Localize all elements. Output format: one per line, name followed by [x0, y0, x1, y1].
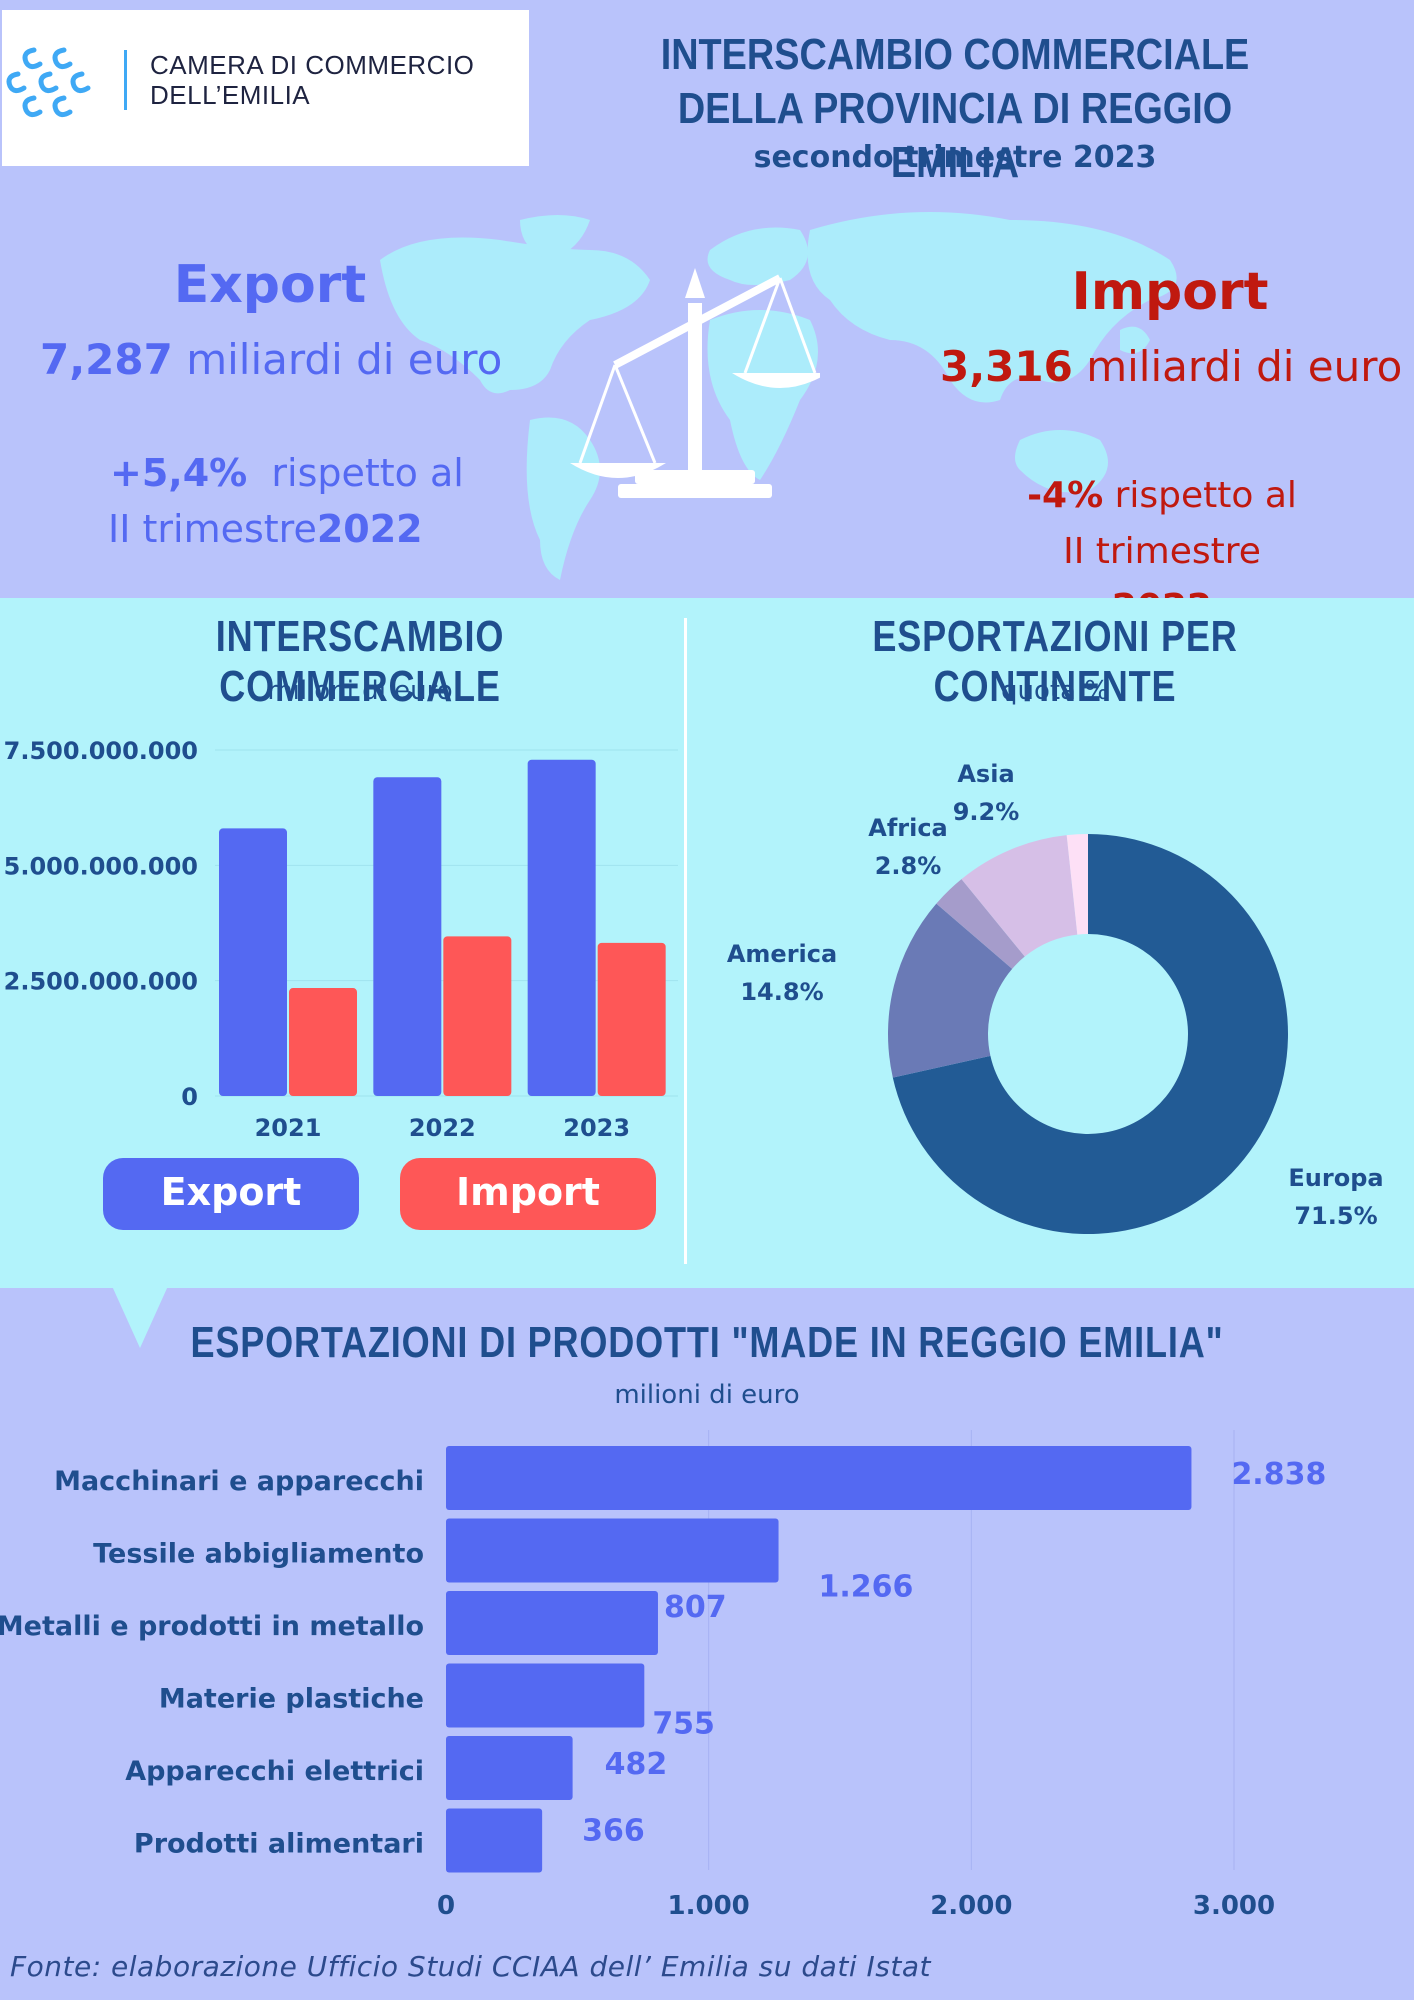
- donut-slice-asia: [961, 835, 1078, 957]
- x-tick-label: 2021: [255, 1114, 322, 1142]
- products-chart-title: ESPORTAZIONI DI PRODOTTI "MADE IN REGGIO…: [190, 1318, 1224, 1367]
- donut-label-africa: Africa: [868, 814, 948, 842]
- product-label: Apparecchi elettrici: [125, 1756, 424, 1787]
- donut-label-america: America: [727, 940, 837, 968]
- y-tick-label: 5.000.000.000: [4, 852, 198, 880]
- x-tick-label: 0: [437, 1891, 455, 1921]
- logo-divider: [124, 50, 127, 110]
- legend-export: Export: [103, 1158, 359, 1230]
- source-note: Fonte: elaborazione Ufficio Studi CCIAA …: [10, 1950, 931, 1983]
- import-value: 3,316: [940, 342, 1073, 391]
- balance-scale-icon: [570, 268, 820, 498]
- speech-pointer: [112, 1286, 168, 1348]
- export-change: +5,4% rispetto al II trimestre2022: [108, 445, 464, 557]
- bar-chart-subtitle: milioni di euro: [267, 676, 453, 706]
- x-tick-label: 2023: [563, 1114, 630, 1142]
- import-title: Import: [1071, 262, 1269, 322]
- export-period-year: 2022: [316, 507, 423, 551]
- bar-export-2022: [373, 777, 442, 1096]
- donut-value-africa: 2.8%: [875, 852, 942, 880]
- y-tick-label: 0: [181, 1083, 198, 1111]
- donut-slice-africa: [936, 879, 1025, 969]
- import-change-value: -4%: [1027, 475, 1104, 516]
- export-change-value: +5,4%: [110, 451, 248, 495]
- products-chart-subtitle: milioni di euro: [614, 1380, 800, 1410]
- donut-label-europa: Europa: [1288, 1164, 1383, 1192]
- product-label: Metalli e prodotti in metallo: [0, 1611, 424, 1642]
- product-bar: [446, 1808, 543, 1873]
- import-unit: miliardi di euro: [1086, 342, 1403, 391]
- export-value-line: 7,287 miliardi di euro: [40, 335, 502, 384]
- donut-slice-europa: [892, 834, 1288, 1234]
- donut-slice-america: [888, 903, 1013, 1078]
- world-map-icon: [380, 212, 1177, 580]
- bar-import-2023: [597, 942, 666, 1096]
- import-value-line: 3,316 miliardi di euro: [940, 342, 1402, 391]
- export-title: Export: [173, 255, 367, 315]
- import-period-text: II trimestre: [1063, 531, 1261, 572]
- product-label: Tessile abbigliamento: [93, 1539, 424, 1570]
- page-title-line-2: DELLA PROVINCIA DI REGGIO EMILIA: [677, 84, 1233, 187]
- export-period-text: II trimestre: [108, 507, 317, 551]
- logo-text: CAMERA DI COMMERCIO DELL’EMILIA: [150, 50, 474, 110]
- bar-export-2023: [527, 759, 596, 1096]
- donut-value-america: 14.8%: [740, 978, 823, 1006]
- x-tick-label: 3.000: [1193, 1891, 1275, 1921]
- product-bar: [446, 1518, 779, 1583]
- y-tick-label: 2.500.000.000: [4, 968, 198, 996]
- bar-export-2021: [219, 828, 287, 1096]
- import-change-text: rispetto al: [1114, 475, 1297, 516]
- page-subtitle: secondo trimestre 2023: [753, 140, 1157, 175]
- donut-chart-title: ESPORTAZIONI PER CONTINENTE: [872, 612, 1238, 711]
- product-bar: [446, 1446, 1192, 1510]
- export-change-text: rispetto al: [271, 451, 464, 495]
- product-label: Materie plastiche: [159, 1684, 424, 1715]
- product-value-label: 482: [605, 1747, 668, 1782]
- trade-bar-chart: 0 2.500.000.000 5.000.000.000 7.500.000.000…: [4, 737, 678, 1142]
- x-tick-label: 2.000: [930, 1891, 1012, 1921]
- x-tick-label: 1.000: [668, 1891, 750, 1921]
- export-unit: miliardi di euro: [186, 335, 503, 384]
- donut-chart-subtitle: quota %: [1001, 676, 1109, 706]
- export-value: 7,287: [40, 335, 173, 384]
- product-label: Prodotti alimentari: [134, 1829, 424, 1860]
- y-tick-label: 7.500.000.000: [4, 737, 198, 765]
- donut-value-asia: 9.2%: [953, 798, 1020, 826]
- bar-chart-title: INTERSCAMBIO COMMERCIALE: [215, 612, 505, 711]
- page-title-line-1: INTERSCAMBIO COMMERCIALE: [660, 30, 1250, 79]
- logo-line-1: CAMERA DI COMMERCIO: [150, 50, 475, 80]
- logo-line-2: DELL’EMILIA: [150, 80, 311, 110]
- product-value-label: 755: [652, 1707, 715, 1742]
- continent-donut-chart: Europa 71.5% America 14.8% Africa 2.8% Asia 9.2…: [727, 760, 1384, 1234]
- chamber-logo-icon: [6, 47, 91, 118]
- products-bar-chart: 0 1.000 2.000 3.000 Macchinari e apparecchi 2…: [0, 1430, 1326, 1921]
- donut-slice-oceania: [1066, 834, 1088, 935]
- panel-divider: [684, 618, 687, 1264]
- product-bar: [446, 1663, 645, 1728]
- bar-import-2021: [289, 988, 357, 1096]
- legend-import: Import: [400, 1158, 656, 1230]
- donut-value-europa: 71.5%: [1294, 1202, 1377, 1230]
- x-tick-label: 2022: [409, 1114, 476, 1142]
- product-value-label: 2.838: [1231, 1457, 1326, 1492]
- product-value-label: 1.266: [819, 1570, 914, 1605]
- product-bar: [446, 1591, 658, 1655]
- product-bar: [446, 1736, 573, 1800]
- product-label: Macchinari e apparecchi: [54, 1466, 424, 1497]
- product-value-label: 366: [582, 1814, 645, 1849]
- product-value-label: 807: [664, 1590, 727, 1625]
- page-title: INTERSCAMBIO COMMERCIALE DELLA PROVINCIA…: [615, 28, 1294, 190]
- bar-import-2022: [443, 936, 512, 1096]
- import-change: -4% rispetto al II trimestre 2022: [1012, 468, 1312, 636]
- donut-label-asia: Asia: [957, 760, 1014, 788]
